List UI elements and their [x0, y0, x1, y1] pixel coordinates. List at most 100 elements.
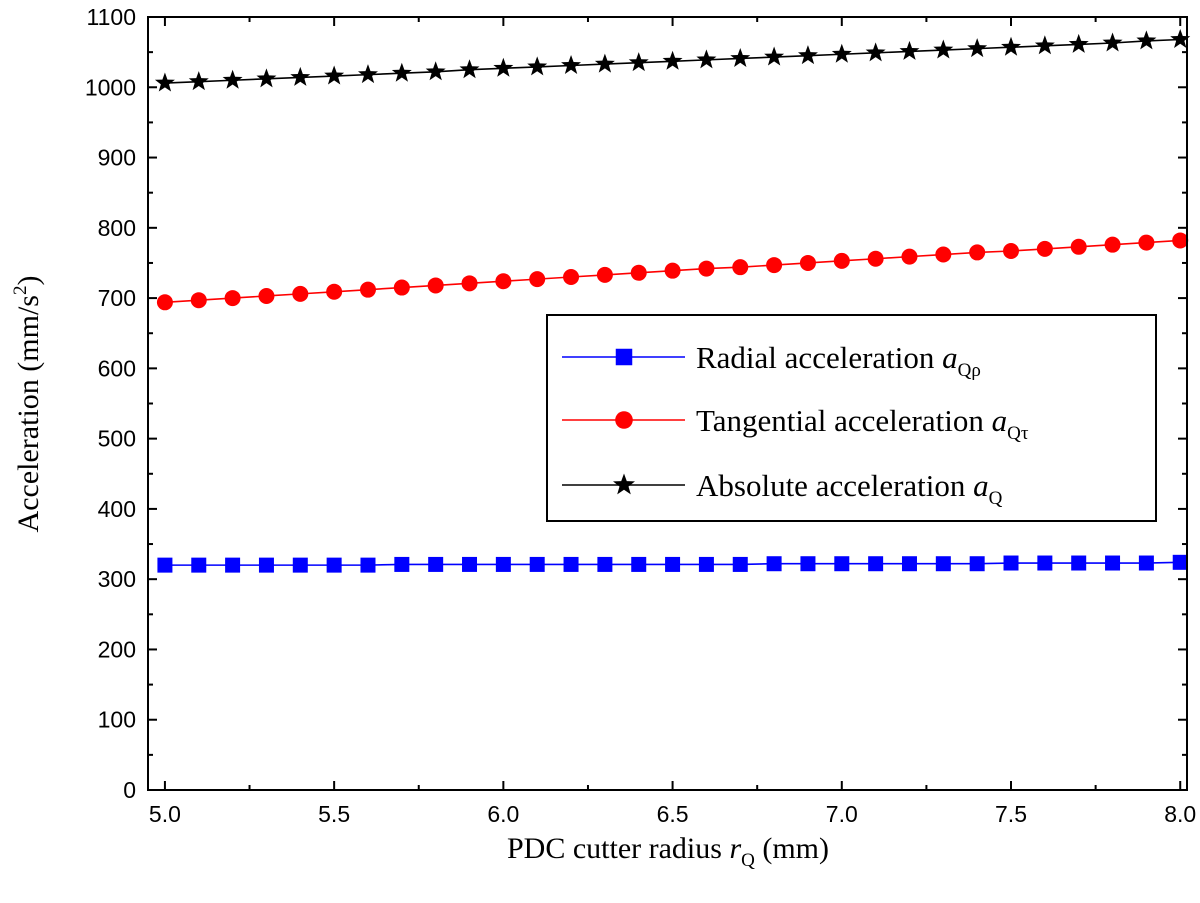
legend-subscript: Qτ [1007, 423, 1029, 444]
data-point-square [1172, 554, 1188, 570]
legend-marker-circle [615, 411, 633, 429]
data-point-square [495, 556, 511, 572]
data-point-circle [766, 257, 783, 274]
x-axis-title: PDC cutter radius rQ (mm) [507, 832, 829, 871]
data-point-square [698, 556, 714, 572]
y-tick-label: 100 [98, 707, 136, 733]
y-tick-label: 300 [98, 566, 136, 592]
y-axis-title: Acceleration (mm/s2) [10, 276, 45, 533]
data-point-square [292, 557, 308, 573]
data-point-square [766, 556, 782, 572]
data-point-square [563, 556, 579, 572]
data-point-square [157, 557, 173, 573]
data-point-circle [461, 275, 478, 292]
x-axis-title-var: r [729, 832, 741, 865]
data-point-square [1071, 555, 1087, 571]
data-point-square [800, 556, 816, 572]
data-point-star [730, 47, 751, 67]
y-tick-label: 1000 [85, 74, 136, 100]
y-axis-title-superscript: 2 [10, 286, 31, 296]
x-tick-label: 6.0 [487, 801, 519, 827]
series-layer [154, 28, 1191, 573]
legend-subscript: Q [989, 488, 1003, 509]
data-point-circle [529, 271, 546, 288]
data-point-circle [833, 252, 850, 269]
legend-name: Tangential acceleration [696, 403, 992, 438]
y-axis-title-prefix: Acceleration (mm/s [12, 295, 45, 532]
data-point-circle [664, 262, 681, 279]
data-point-star [967, 38, 988, 58]
data-point-circle [156, 294, 173, 311]
plot-frame [147, 16, 1188, 791]
data-point-square [326, 557, 342, 573]
data-point-star [1068, 33, 1089, 53]
data-point-star [425, 61, 446, 81]
data-point-square [597, 556, 613, 572]
data-point-circle [1036, 240, 1053, 257]
legend-marker-square [615, 348, 633, 366]
data-point-square [868, 556, 884, 572]
data-point-circle [799, 254, 816, 271]
data-point-circle [969, 244, 986, 261]
y-tick-label: 900 [98, 145, 136, 171]
data-point-star [831, 43, 852, 63]
data-point-star [797, 45, 818, 65]
data-point-square [1138, 555, 1154, 571]
data-point-circle [1104, 236, 1121, 253]
y-tick-label: 600 [98, 355, 136, 381]
x-tick-label: 5.5 [318, 801, 350, 827]
x-tick-label: 6.5 [657, 801, 689, 827]
y-tick-label: 1100 [87, 4, 136, 30]
data-point-star [222, 69, 243, 89]
y-tick-label: 800 [98, 215, 136, 241]
data-point-star [1001, 36, 1021, 56]
series-star [154, 28, 1191, 92]
y-tick-label: 0 [123, 777, 136, 803]
data-point-square [901, 556, 917, 572]
y-axis-title-suffix: ) [12, 276, 45, 286]
data-point-circle [1003, 243, 1020, 260]
legend-marker-star [613, 473, 635, 495]
data-point-star [933, 39, 954, 59]
data-point-square [665, 556, 681, 572]
data-point-square [834, 556, 850, 572]
data-point-circle [596, 266, 613, 283]
data-point-square [258, 557, 274, 573]
data-point-star [696, 49, 717, 69]
data-point-star [662, 50, 683, 70]
y-tick-label: 500 [98, 426, 136, 452]
legend-subscript: Qρ [958, 360, 981, 381]
data-point-circle [326, 283, 343, 300]
data-point-star [358, 64, 378, 84]
data-point-circle [393, 279, 410, 296]
legend-label-square: Radial acceleration aQρ [696, 340, 981, 381]
x-tick-label: 7.0 [826, 801, 858, 827]
data-point-star [865, 42, 886, 62]
data-point-circle [867, 250, 884, 267]
data-point-star [1136, 30, 1157, 50]
data-point-star [527, 56, 548, 76]
data-point-star [154, 72, 175, 92]
data-point-star [459, 59, 480, 79]
data-point-star [493, 57, 514, 77]
legend-var: a [973, 468, 989, 503]
data-point-star [290, 66, 311, 86]
legend-var: a [992, 403, 1008, 438]
data-point-square [631, 556, 647, 572]
data-point-star [1034, 35, 1055, 55]
data-point-square [191, 557, 207, 573]
y-tick-label: 200 [98, 636, 136, 662]
data-point-circle [224, 290, 241, 307]
data-point-square [462, 556, 478, 572]
data-point-circle [258, 287, 275, 304]
data-point-circle [190, 292, 207, 309]
x-tick-label: 8.0 [1164, 801, 1196, 827]
data-point-circle [698, 260, 715, 277]
legend-name: Radial acceleration [696, 340, 942, 375]
data-point-circle [1172, 232, 1189, 249]
data-point-square [360, 557, 376, 573]
legend-name: Absolute acceleration [696, 468, 973, 503]
data-point-circle [359, 281, 376, 298]
legend-var: a [942, 340, 958, 375]
